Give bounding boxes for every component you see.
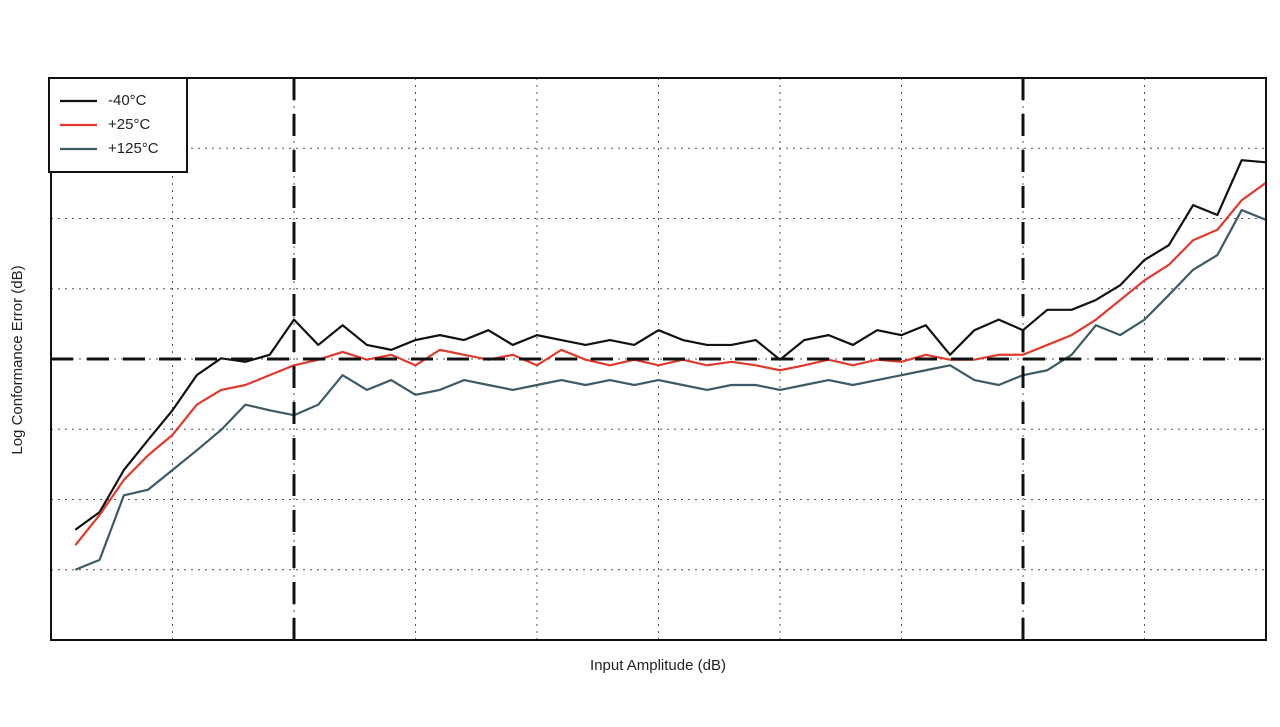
data-line bbox=[74, 208, 1267, 571]
legend-label: -40°C bbox=[108, 92, 147, 109]
legend-label: +25°C bbox=[108, 116, 150, 133]
plot-border bbox=[50, 77, 1267, 641]
x-axis-label: Input Amplitude (dB) bbox=[590, 657, 726, 674]
data-line bbox=[74, 159, 1267, 531]
data-line bbox=[74, 181, 1267, 546]
legend-label: +125°C bbox=[108, 140, 159, 157]
y-axis-label: Log Conformance Error (dB) bbox=[9, 265, 26, 454]
